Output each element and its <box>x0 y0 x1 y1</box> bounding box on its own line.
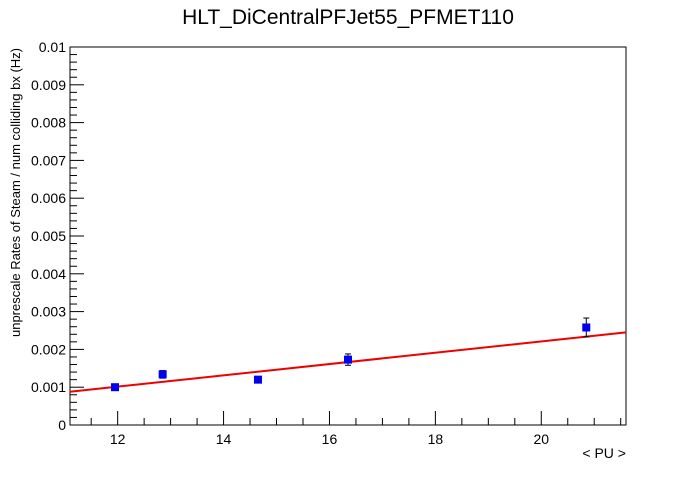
data-point-marker <box>158 370 167 379</box>
data-point-marker <box>111 383 120 392</box>
y-tick-label: 0.001 <box>31 379 66 395</box>
y-tick-label: 0 <box>58 417 66 433</box>
chart-title: HLT_DiCentralPFJet55_PFMET110 <box>182 6 514 29</box>
data-point <box>111 383 120 392</box>
plot-frame <box>69 46 627 426</box>
data-point <box>582 317 591 338</box>
y-tick-label: 0.009 <box>31 77 66 93</box>
y-tick-label: 0.01 <box>39 39 66 55</box>
y-tick-label: 0.007 <box>31 152 66 168</box>
x-tick-label: 12 <box>110 431 126 447</box>
y-tick-label: 0.005 <box>31 228 66 244</box>
axes: 0 0.001 0.002 0.003 0.004 0.005 0.006 0.007 0.00… <box>31 39 627 447</box>
y-tick-label: 0.006 <box>31 190 66 206</box>
data-point <box>253 375 262 384</box>
x-axis-label: < PU > <box>582 445 626 461</box>
x-tick-label: 20 <box>533 431 549 447</box>
data-point-marker <box>253 375 262 384</box>
data-point-marker <box>344 355 352 364</box>
y-axis-label: unprescale Rates of Steam / num collidin… <box>8 48 23 337</box>
x-tick-label: 16 <box>322 431 338 447</box>
data-point-marker <box>582 323 591 332</box>
y-tick-label: 0.004 <box>31 266 66 282</box>
data-point <box>158 370 167 379</box>
data-point <box>344 353 352 366</box>
x-tick-label: 18 <box>428 431 444 447</box>
y-tick-label: 0.002 <box>31 341 66 357</box>
y-tick-label: 0.003 <box>31 304 66 320</box>
y-tick-label: 0.008 <box>31 115 66 131</box>
x-tick-label: 14 <box>216 431 232 447</box>
data-points <box>111 317 591 392</box>
